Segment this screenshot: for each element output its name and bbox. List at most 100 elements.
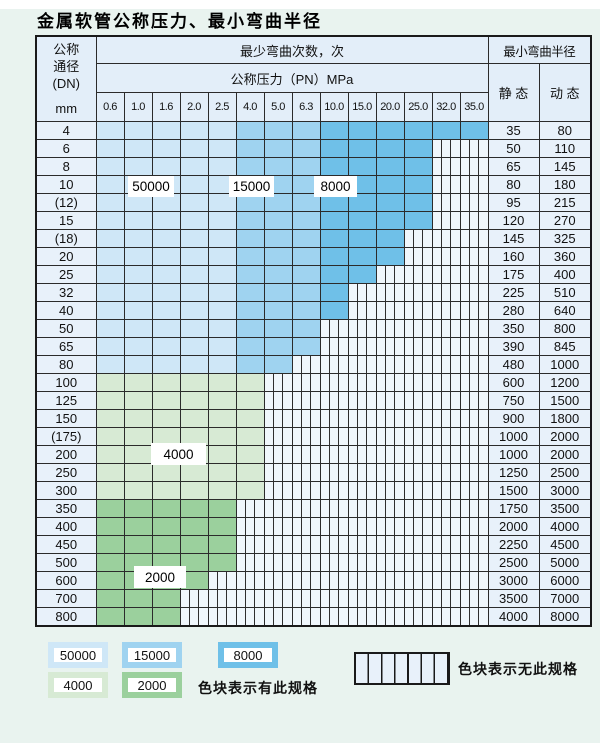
spec-cell-15000	[235, 229, 265, 248]
no-spec-cell	[403, 481, 433, 500]
no-spec-cell	[403, 319, 433, 338]
spec-cell-15000	[291, 193, 321, 212]
spec-cell-50000	[179, 211, 209, 230]
spec-cell-4000	[207, 391, 237, 410]
spec-cell-50000	[123, 355, 153, 374]
spec-cell-50000	[151, 337, 181, 356]
spec-cell-8000	[375, 229, 405, 248]
dynamic-radius-cell: 2000	[538, 445, 592, 464]
dynamic-radius-cell: 325	[538, 229, 592, 248]
static-radius-cell: 80	[487, 175, 540, 194]
spec-cell-2000	[179, 535, 209, 554]
spec-cell-15000	[263, 139, 293, 158]
table-row: 50 350 800	[35, 319, 592, 338]
spec-cell-50000	[179, 301, 209, 320]
no-spec-cell	[291, 553, 321, 572]
no-spec-cell	[375, 445, 405, 464]
dynamic-radius-cell: 1200	[538, 373, 592, 392]
no-spec-cell	[291, 445, 321, 464]
cycle-label-50000: 50000	[128, 176, 174, 197]
spec-cell-50000	[179, 157, 209, 176]
no-spec-cell	[431, 139, 461, 158]
pressure-value-header: 10.0	[319, 92, 349, 122]
no-spec-cell	[431, 301, 461, 320]
spec-cell-2000	[95, 535, 125, 554]
spec-cell-50000	[179, 265, 209, 284]
no-spec-cell	[431, 193, 461, 212]
no-spec-cell	[319, 391, 349, 410]
spec-cell-50000	[151, 193, 181, 212]
spec-cell-4000	[179, 463, 209, 482]
no-spec-cell	[431, 355, 461, 374]
spec-cell-2000	[151, 589, 181, 608]
no-spec-cell	[431, 481, 461, 500]
no-spec-cell	[459, 607, 489, 627]
no-spec-cell	[459, 211, 489, 230]
spec-cell-4000	[123, 373, 153, 392]
spec-cell-4000	[235, 409, 265, 428]
spec-cell-2000	[95, 499, 125, 518]
dn-header-line: (DN)	[52, 76, 80, 91]
spec-cell-50000	[95, 139, 125, 158]
table-row: 8 65 145	[35, 157, 592, 176]
spec-cell-8000	[319, 247, 349, 266]
static-radius-cell: 1250	[487, 463, 540, 482]
no-spec-cell	[403, 517, 433, 536]
spec-cell-50000	[95, 301, 125, 320]
spec-cell-2000	[95, 517, 125, 536]
spec-cell-8000	[347, 211, 377, 230]
spec-cell-4000	[235, 445, 265, 464]
spec-cell-50000	[123, 301, 153, 320]
spec-cell-50000	[207, 265, 237, 284]
spec-cell-2000	[151, 517, 181, 536]
pressure-value-header: 5.0	[263, 92, 293, 122]
header-row-2: 公称压力（PN）MPa 静 态动 态	[36, 63, 592, 122]
spec-cell-50000	[207, 121, 237, 140]
no-spec-cell	[347, 445, 377, 464]
table-row: 65 390 845	[35, 337, 592, 356]
dn-cell: 50	[35, 319, 97, 338]
dn-cell: 100	[35, 373, 97, 392]
no-spec-cell	[375, 265, 405, 284]
no-spec-cell	[375, 517, 405, 536]
dn-cell: 10	[35, 175, 97, 194]
spec-cell-2000	[207, 553, 237, 572]
no-spec-cell	[319, 607, 349, 627]
pressure-value-header: 4.0	[235, 92, 265, 122]
spec-cell-50000	[151, 283, 181, 302]
spec-cell-4000	[235, 391, 265, 410]
cycle-label-2000: 2000	[134, 566, 186, 588]
no-spec-cell	[403, 607, 433, 627]
spec-cell-15000	[235, 319, 265, 338]
spec-cell-50000	[207, 229, 237, 248]
table-row: 400 2000 4000	[35, 517, 592, 536]
spec-cell-4000	[179, 373, 209, 392]
spec-cell-50000	[207, 337, 237, 356]
no-spec-cell	[319, 463, 349, 482]
spec-cell-50000	[151, 211, 181, 230]
spec-cell-15000	[235, 121, 265, 140]
spec-cell-8000	[347, 265, 377, 284]
spec-cell-4000	[235, 463, 265, 482]
no-spec-cell	[403, 427, 433, 446]
no-spec-cell	[291, 355, 321, 374]
spec-cell-50000	[151, 139, 181, 158]
spec-cell-4000	[179, 481, 209, 500]
spec-cell-8000	[431, 121, 461, 140]
static-radius-cell: 390	[487, 337, 540, 356]
no-spec-cell	[319, 535, 349, 554]
page-title: 金属软管公称压力、最小弯曲半径	[37, 12, 322, 32]
spec-cell-50000	[179, 121, 209, 140]
spec-cell-4000	[95, 463, 125, 482]
no-spec-cell	[375, 355, 405, 374]
no-spec-cell	[403, 499, 433, 518]
spec-cell-50000	[123, 229, 153, 248]
spec-cell-15000	[235, 157, 265, 176]
spec-cell-50000	[207, 211, 237, 230]
no-spec-cell	[263, 553, 293, 572]
no-spec-cell	[347, 337, 377, 356]
no-spec-cell	[459, 229, 489, 248]
no-spec-cell	[431, 391, 461, 410]
spec-cell-50000	[95, 193, 125, 212]
no-spec-cell	[459, 265, 489, 284]
